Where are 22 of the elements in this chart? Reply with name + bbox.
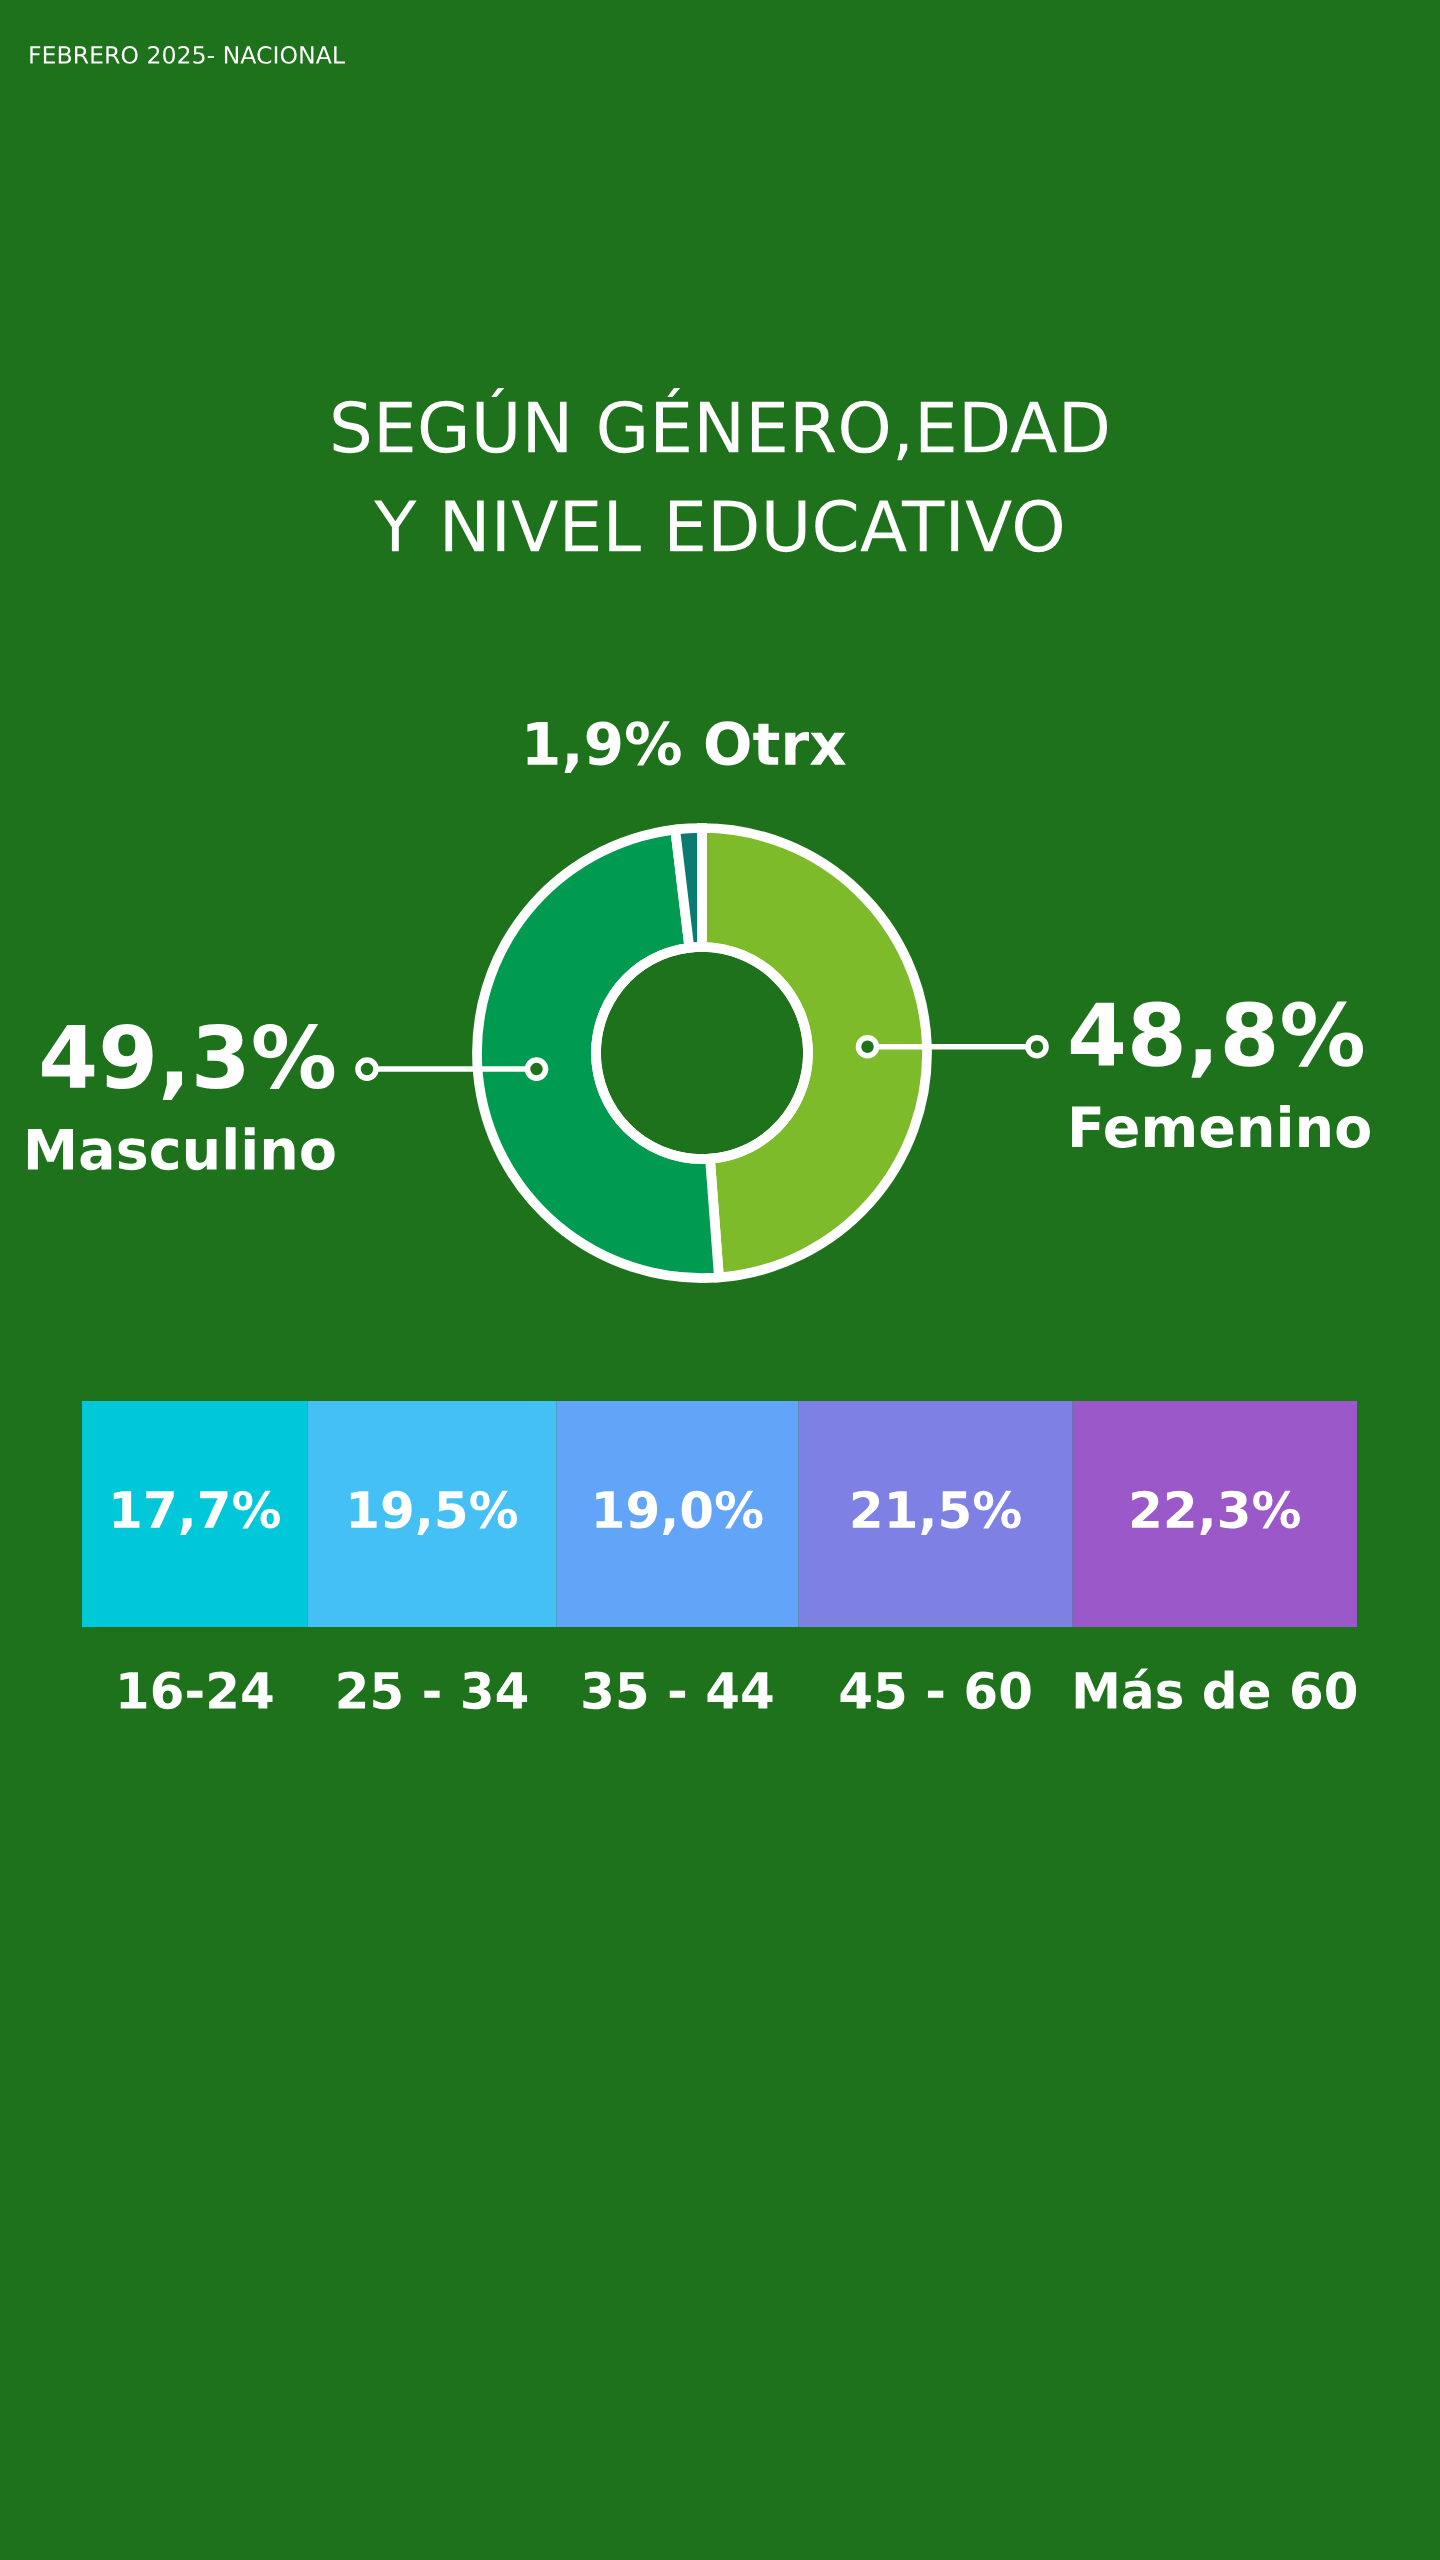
data-label: 19,5% <box>350 1490 518 1535</box>
legend-label: Masculino <box>27 1127 335 1171</box>
bar <box>82 1401 308 1627</box>
data-label: 22,3% <box>1132 1490 1300 1535</box>
series-label: 35 - 44 <box>583 1671 773 1710</box>
series-label: Más de 60 <box>1075 1668 1357 1710</box>
series-label: 16-24 <box>120 1671 273 1710</box>
bar <box>798 1401 1073 1627</box>
legend-label: Femenino <box>1072 1104 1370 1148</box>
data-label: 21,5% <box>852 1490 1021 1535</box>
bar <box>1072 1401 1357 1627</box>
data-label: 48,8% <box>1070 1001 1363 1078</box>
slice-label: 1,9% Otrx <box>527 721 846 773</box>
data-label: 19,0% <box>596 1490 763 1535</box>
bar <box>307 1401 557 1627</box>
data-label: 49,3% <box>42 1023 335 1101</box>
series-label: 25 - 34 <box>338 1671 528 1710</box>
series-label: 45 - 60 <box>840 1671 1031 1710</box>
data-label: 17,7% <box>113 1490 280 1535</box>
text: FEBRERO 2025- NACIONAL <box>30 45 345 64</box>
bar <box>556 1401 799 1627</box>
chart-title: SEGÚN GÉNERO,EDAD Y NIVEL EDUCATIVO <box>333 388 1108 553</box>
